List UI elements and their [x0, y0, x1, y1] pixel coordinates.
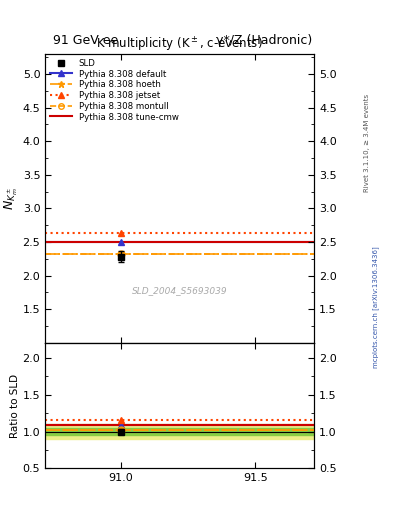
Y-axis label: Ratio to SLD: Ratio to SLD [10, 374, 20, 438]
Bar [45, 424, 314, 439]
Text: Rivet 3.1.10, ≥ 3.4M events: Rivet 3.1.10, ≥ 3.4M events [364, 94, 371, 193]
Text: 91 GeV ee: 91 GeV ee [53, 34, 118, 47]
Text: SLD_2004_S5693039: SLD_2004_S5693039 [132, 286, 228, 295]
Text: γ*/Z (Hadronic): γ*/Z (Hadronic) [216, 34, 312, 47]
Y-axis label: $N_{K^\pm_m}$: $N_{K^\pm_m}$ [2, 186, 20, 210]
Title: K multiplicity (K$^\pm$, c-events): K multiplicity (K$^\pm$, c-events) [96, 35, 263, 54]
Legend: SLD, Pythia 8.308 default, Pythia 8.308 hoeth, Pythia 8.308 jetset, Pythia 8.308: SLD, Pythia 8.308 default, Pythia 8.308 … [49, 57, 180, 123]
Bar [45, 428, 314, 435]
Text: mcplots.cern.ch [arXiv:1306.3436]: mcplots.cern.ch [arXiv:1306.3436] [372, 246, 379, 368]
